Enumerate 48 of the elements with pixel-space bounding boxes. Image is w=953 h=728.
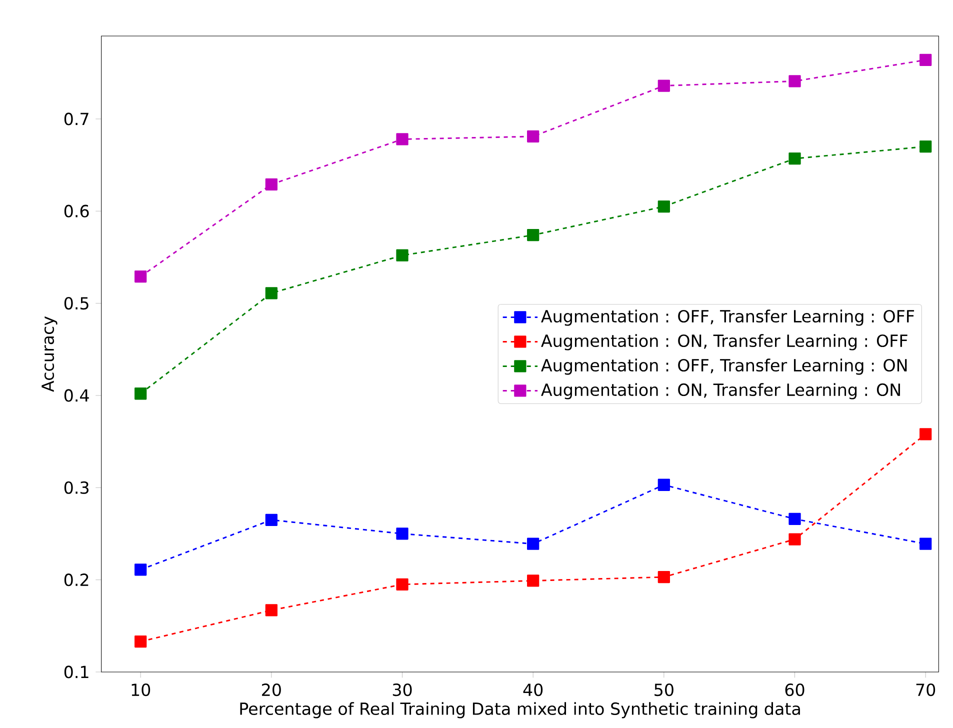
y-tick-label: 0.4 — [64, 389, 89, 402]
point — [658, 80, 670, 92]
y-axis-title: Accuracy — [42, 316, 58, 392]
y-tick-label: 0.2 — [64, 574, 88, 586]
point — [527, 130, 540, 143]
x-tick-label: 50 — [654, 683, 674, 696]
y-tick-label: 0.1 — [64, 666, 88, 678]
point — [920, 140, 932, 153]
y-tick-label: 0.6 — [64, 204, 89, 218]
point — [396, 249, 408, 262]
point — [788, 75, 801, 88]
legend-label: Augmentation : ON, Transfer Learning : ON — [541, 383, 900, 400]
x-axis-title: Percentage of Real Training Data mixed into Synthetic training data — [240, 702, 800, 718]
point — [265, 514, 278, 526]
point — [920, 428, 932, 440]
point — [134, 636, 147, 648]
point — [396, 578, 408, 590]
point — [788, 512, 801, 526]
point — [788, 533, 801, 546]
legend-label: Augmentation : OFF, Transfer Learning : ON — [541, 358, 907, 375]
y-tick-label: 0.5 — [64, 296, 88, 310]
legend-label: Augmentation : ON, Transfer Learning : OFF — [541, 334, 908, 350]
point — [788, 152, 801, 165]
point — [134, 388, 147, 400]
point — [920, 538, 932, 550]
point — [658, 478, 670, 491]
point — [265, 178, 278, 190]
x-tick-label: 10 — [132, 683, 150, 696]
point — [134, 564, 147, 576]
point — [134, 270, 147, 283]
x-tick-label: 40 — [523, 683, 543, 696]
point — [527, 538, 540, 550]
point — [265, 604, 278, 616]
point — [527, 574, 540, 587]
y-tick-label: 0.7 — [64, 112, 88, 126]
point — [265, 287, 278, 300]
y-tick-label: 0.3 — [64, 481, 88, 494]
point — [658, 200, 670, 213]
legend-label: Augmentation : OFF, Transfer Learning : OFF — [541, 310, 914, 326]
x-tick-label: 70 — [916, 683, 936, 696]
point — [396, 133, 408, 146]
x-tick-label: 60 — [785, 683, 804, 696]
point — [396, 528, 408, 540]
point — [658, 570, 670, 584]
x-tick-label: 20 — [262, 683, 281, 696]
point — [920, 54, 932, 66]
x-tick-label: 30 — [392, 683, 412, 696]
point — [527, 229, 540, 242]
